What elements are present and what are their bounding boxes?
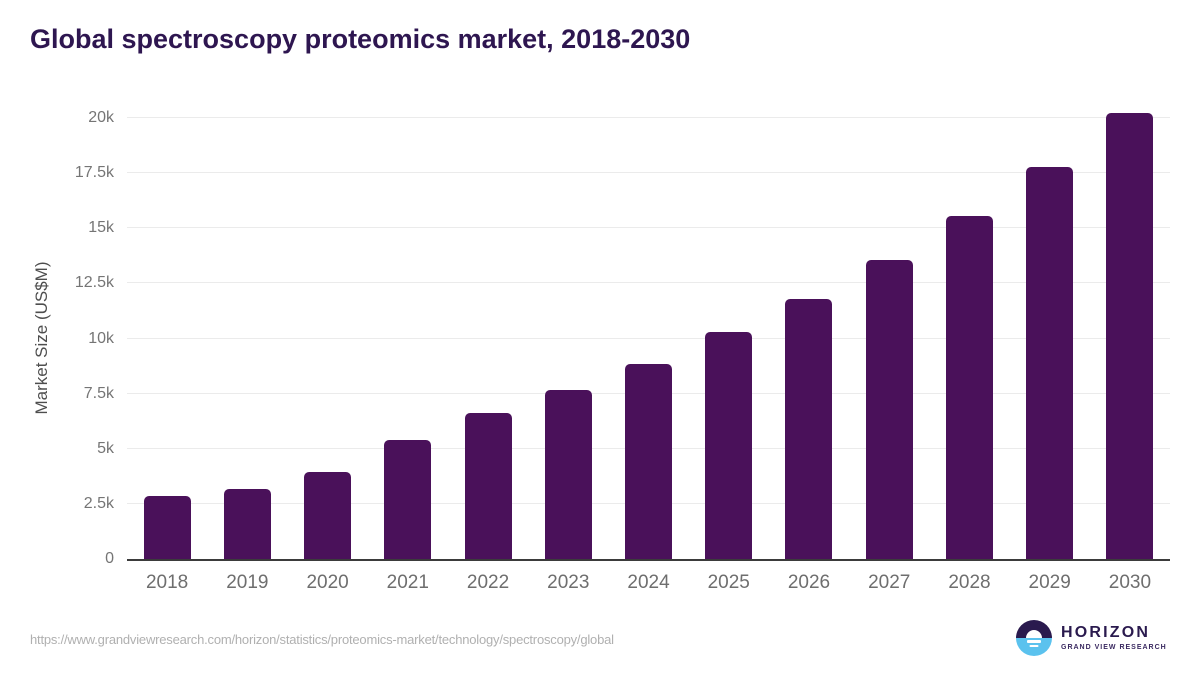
y-tick-label-5k: 5k — [97, 439, 114, 457]
y-tick-label-12.5k: 12.5k — [74, 274, 114, 292]
bar-2028 — [945, 216, 993, 559]
bar-slot-2021 — [368, 118, 448, 559]
y-tick-label-20k: 20k — [88, 109, 114, 126]
x-tick-label-2030: 2030 — [1108, 572, 1152, 593]
bar-2025 — [705, 332, 753, 559]
x-tick-label-2018: 2018 — [145, 572, 189, 593]
bar-2027 — [865, 260, 913, 559]
y-tick-label-15k: 15k — [88, 219, 114, 237]
bar-2022 — [464, 412, 512, 559]
gridline-20k — [127, 117, 1170, 118]
bar-2018 — [143, 496, 191, 559]
gridline-12.5k — [127, 282, 1170, 284]
x-tick-label-2023: 2023 — [547, 572, 590, 593]
x-tick-label-2024: 2024 — [627, 572, 670, 593]
x-tick-label-2022: 2022 — [466, 572, 510, 593]
bar-series — [127, 112, 1170, 559]
bar-2023 — [544, 389, 592, 559]
horizon-sun-circle-icon — [1016, 620, 1052, 656]
horizon-reflection-line — [1029, 644, 1039, 647]
bar-slot-2019 — [207, 118, 287, 559]
source-url: https://www.grandviewresearch.com/horizo… — [30, 632, 614, 647]
bar-slot-2025 — [689, 118, 769, 559]
y-tick-label-2.5k: 2.5k — [83, 494, 114, 512]
brand-logo-text: HORIZON GRAND VIEW RESEARCH — [1061, 624, 1167, 652]
plot-area — [127, 112, 1170, 561]
bar-2024 — [625, 364, 673, 559]
bar-slot-2027 — [849, 118, 929, 559]
brand-name: HORIZON — [1061, 624, 1151, 641]
x-tick-label-2029: 2029 — [1028, 572, 1071, 593]
x-tick-label-2021: 2021 — [386, 572, 429, 593]
y-tick-label-7.5k: 7.5k — [83, 384, 114, 402]
brand-tagline: GRAND VIEW RESEARCH — [1061, 644, 1167, 651]
bar-slot-2029 — [1010, 118, 1090, 559]
x-tick-label-2026: 2026 — [787, 572, 831, 593]
bar-slot-2024 — [608, 118, 688, 559]
sun-icon — [1026, 630, 1042, 638]
bar-2021 — [384, 439, 432, 559]
bar-slot-2020 — [287, 118, 367, 559]
brand-logo: HORIZON GRAND VIEW RESEARCH — [1016, 620, 1167, 656]
bar-slot-2022 — [448, 118, 528, 559]
x-tick-label-2027: 2027 — [868, 572, 911, 593]
x-tick-label-2020: 2020 — [306, 572, 349, 593]
bar-slot-2030 — [1090, 112, 1170, 559]
bar-2029 — [1026, 167, 1074, 559]
bar-slot-2026 — [769, 118, 849, 559]
x-tick-label-2019: 2019 — [226, 572, 269, 593]
bar-2030 — [1106, 112, 1154, 559]
bar-2020 — [304, 472, 352, 559]
horizon-reflection-line — [1027, 640, 1041, 643]
gridline-17.5k — [127, 172, 1170, 174]
gridline-10k — [127, 337, 1170, 339]
y-tick-label-10k: 10k — [88, 329, 114, 347]
bar-2026 — [785, 299, 833, 559]
y-tick-label-0: 0 — [105, 550, 114, 567]
bar-slot-2028 — [929, 118, 1009, 559]
y-axis-tick-labels: 0 2.5k 5k 7.5k 10k 12.5k 15k 17.5k 20k — [0, 110, 114, 567]
page-title: Global spectroscopy proteomics market, 2… — [30, 24, 691, 54]
bar-2019 — [223, 488, 271, 559]
gridline-15k — [127, 227, 1170, 229]
x-tick-label-2028: 2028 — [948, 572, 991, 593]
y-tick-label-17.5k: 17.5k — [74, 164, 114, 182]
bar-slot-2018 — [127, 118, 207, 559]
x-axis-tick-labels: 2018 2019 2020 2021 2022 2023 2024 2025 2026 2027… — [127, 572, 1170, 594]
bar-slot-2023 — [528, 118, 608, 559]
x-tick-label-2025: 2025 — [707, 572, 750, 593]
